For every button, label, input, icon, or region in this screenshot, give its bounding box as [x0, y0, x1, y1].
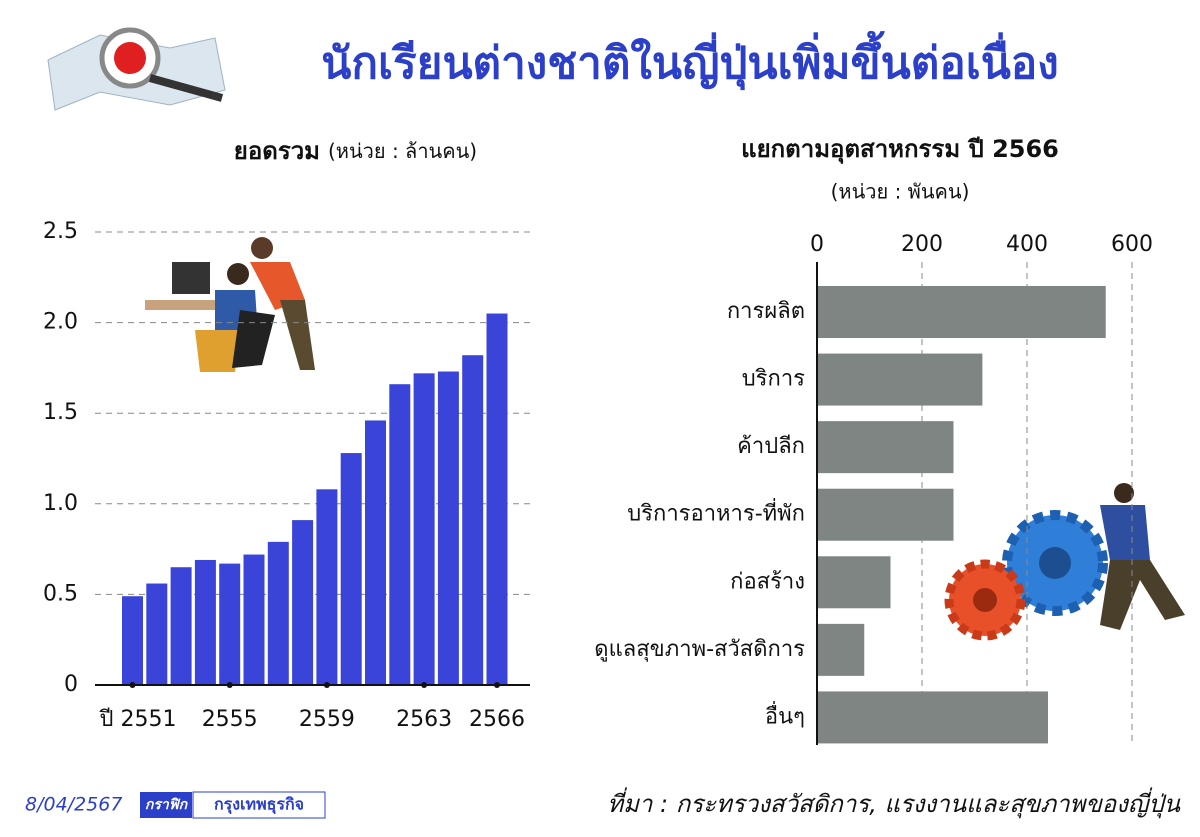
- credit-name: กรุงเทพธุรกิจ: [214, 795, 304, 815]
- chart-title: ยอดรวม: [234, 137, 320, 165]
- bar: [817, 623, 865, 676]
- bar: [817, 421, 954, 474]
- illustration-gears: [944, 483, 1185, 641]
- x-tick-label: 600: [1111, 232, 1153, 257]
- x-tick-label: 200: [901, 232, 943, 257]
- bar: [292, 520, 314, 685]
- category-label: ดูแลสุขภาพ-สวัสดิการ: [594, 637, 805, 662]
- x-tick-label: 0: [810, 232, 824, 257]
- header-icon: [47, 27, 226, 111]
- chart-subtitle: (หน่วย : ล้านคน): [328, 139, 477, 163]
- source: ที่มา : กระทรวงสวัสดิการ, แรงงานและสุขภา…: [607, 787, 1180, 819]
- y-tick-label: 0: [64, 672, 78, 697]
- y-tick-label: 2.0: [43, 310, 78, 335]
- category-label: ก่อสร้าง: [730, 569, 805, 594]
- bar: [817, 691, 1048, 744]
- bar: [437, 371, 459, 685]
- category-label: อื่นๆ: [765, 700, 805, 729]
- y-tick-label: 1.0: [43, 491, 78, 516]
- chart-title-main: ยอดรวม: [234, 137, 320, 165]
- bar: [267, 541, 289, 685]
- chart-title: แยกตามอุตสาหกรรม ปี 2566: [741, 135, 1059, 165]
- illustration-office: [145, 237, 315, 372]
- bar: [462, 355, 484, 685]
- bar: [243, 554, 265, 685]
- category-label: บริการ: [742, 367, 805, 392]
- x-tick-label: 2566: [469, 707, 525, 732]
- bar: [486, 313, 508, 685]
- category-label: การผลิต: [727, 299, 805, 324]
- category-label: บริการอาหาร-ที่พัก: [627, 498, 805, 527]
- x-tick-label: ปี 2551: [98, 707, 176, 732]
- bar: [316, 489, 338, 685]
- date: 8/04/2567: [25, 794, 122, 816]
- credit-label: กราฟิก: [145, 797, 189, 813]
- bar: [194, 559, 216, 685]
- bar: [122, 596, 143, 685]
- category-label: ค้าปลีก: [737, 434, 805, 459]
- bar: [340, 453, 362, 685]
- chart-subtitle: (หน่วย : พันคน): [831, 180, 970, 204]
- credit-badge: [140, 792, 192, 818]
- bar: [817, 353, 983, 406]
- y-tick-label: 0.5: [43, 581, 78, 606]
- y-tick-label: 2.5: [43, 219, 78, 244]
- credit-box: [192, 791, 326, 819]
- bar: [817, 286, 1106, 338]
- bar: [413, 373, 435, 685]
- page-title: นักเรียนต่างชาติในญี่ปุ่นเพิ่มขึ้นต่อเนื…: [321, 30, 1058, 91]
- y-tick-label: 1.5: [43, 400, 78, 425]
- x-tick-label: 2555: [202, 707, 258, 732]
- x-tick-label: 2563: [396, 707, 452, 732]
- bar: [817, 556, 891, 609]
- bar: [817, 488, 954, 541]
- bar: [389, 384, 411, 685]
- bar: [365, 420, 386, 685]
- bar: [219, 563, 241, 685]
- x-tick-label: 400: [1006, 232, 1048, 257]
- bar: [170, 567, 192, 685]
- bar: [146, 583, 168, 685]
- chart-subtitle-text: (หน่วย : ล้านคน): [328, 139, 477, 163]
- x-tick-label: 2559: [299, 707, 355, 732]
